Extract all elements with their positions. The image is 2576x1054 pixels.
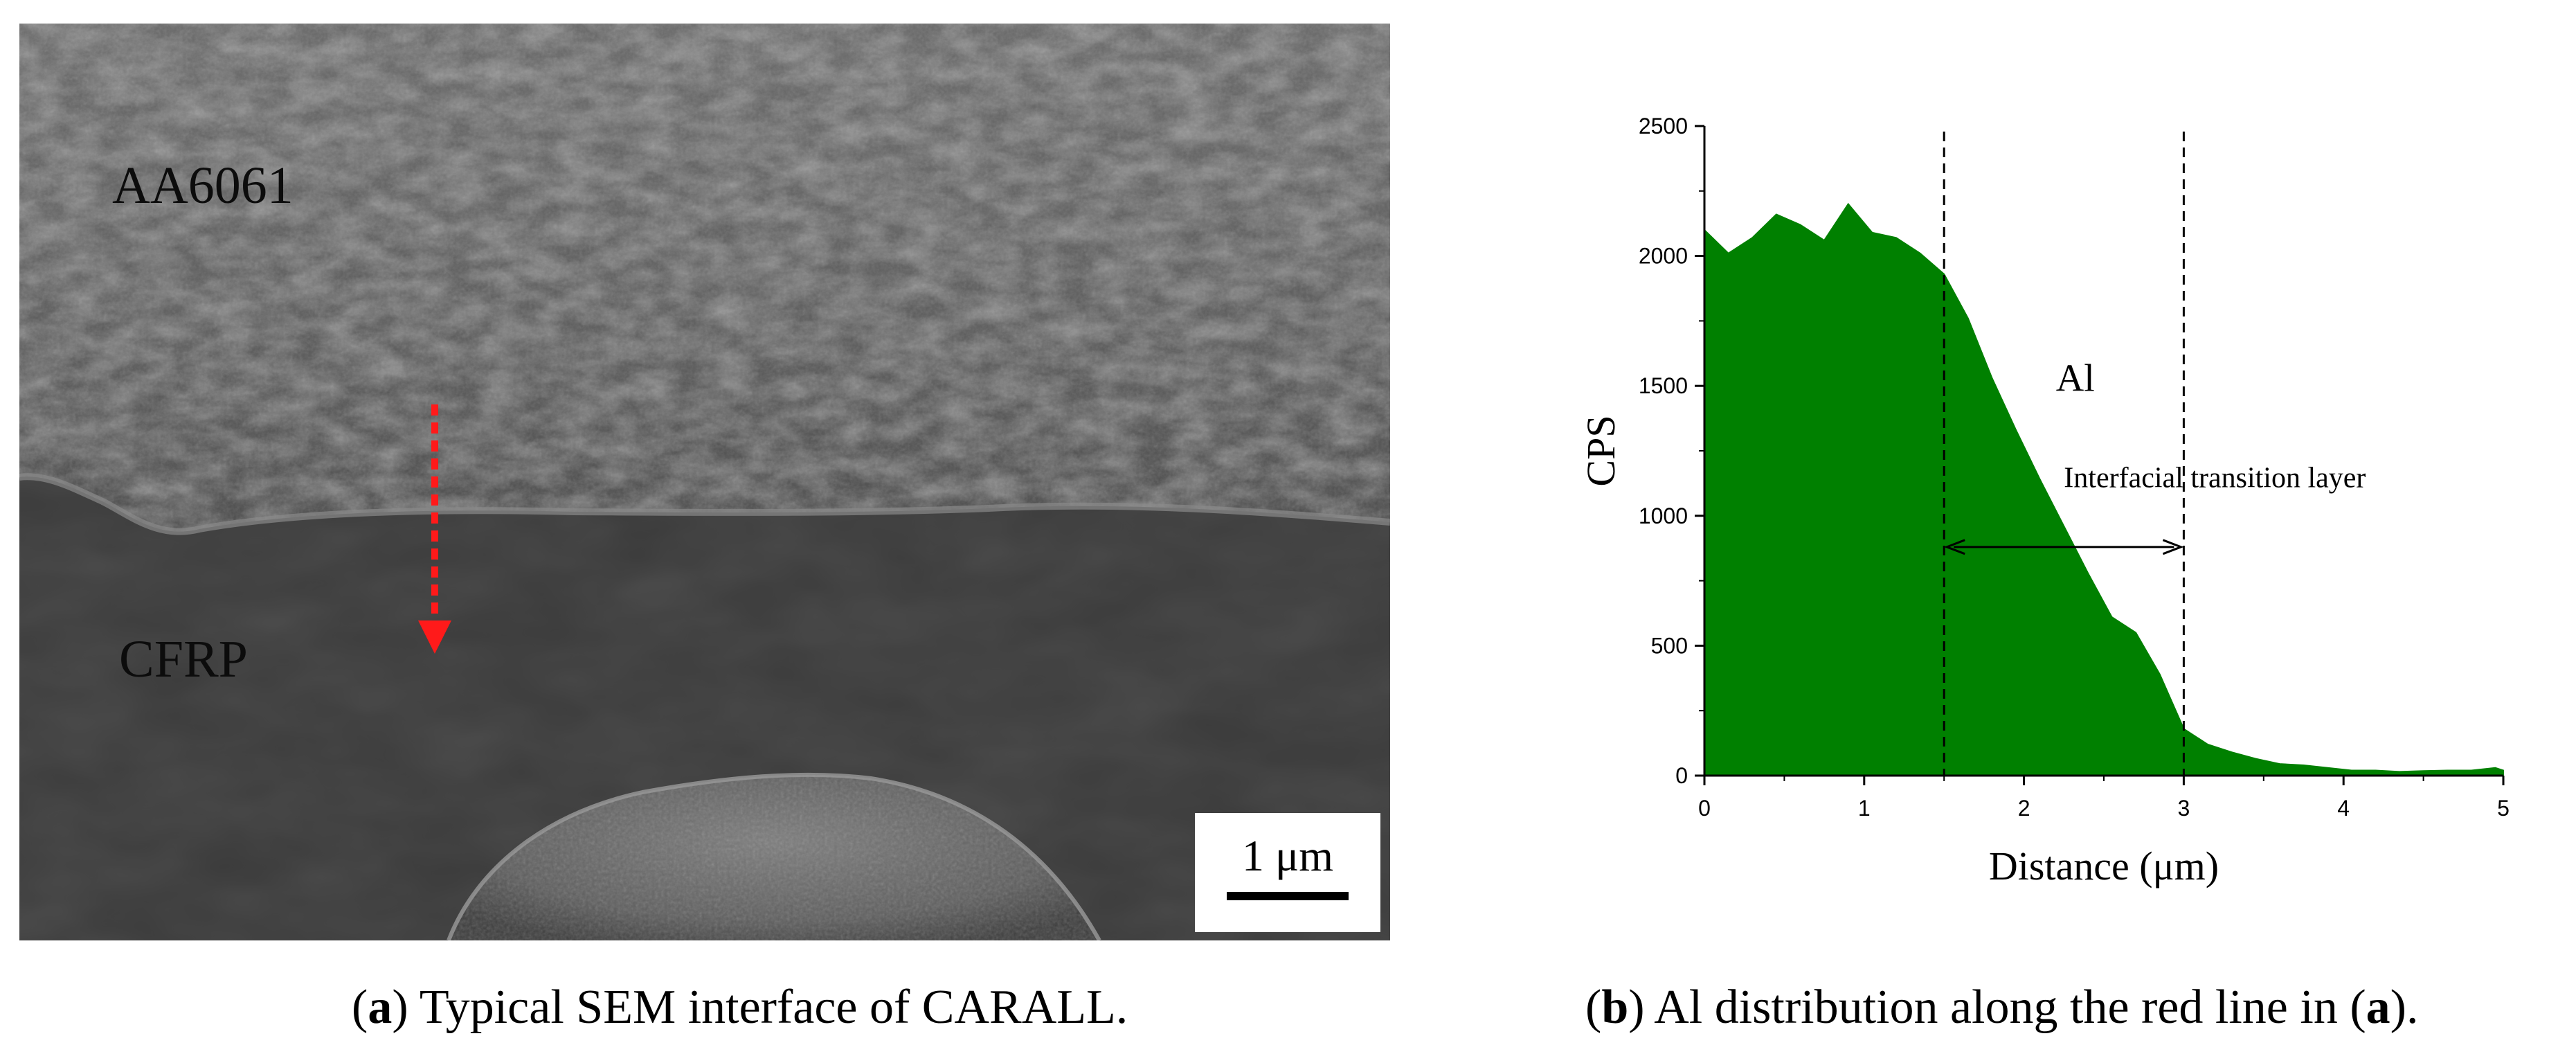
- caption-b-text: ) Al distribution along the red line in …: [1628, 981, 2366, 1034]
- red-arrow-head: [418, 620, 451, 654]
- scale-bar: [1227, 892, 1349, 900]
- series-label-al: Al: [2056, 357, 2095, 400]
- caption-a: (a) Typical SEM interface of CARALL.: [352, 983, 1128, 1032]
- caption-b-ref: a: [2366, 981, 2390, 1034]
- scale-bar-label: 1 μm: [1241, 831, 1334, 880]
- region-label: Interfacial transition layer: [2064, 463, 2366, 494]
- caption-b-suffix: ).: [2390, 981, 2419, 1034]
- al-area-series: [1704, 202, 2504, 776]
- y-tick-label: 500: [1651, 633, 1688, 658]
- label-cfrp: CFRP: [119, 630, 248, 688]
- x-axis-label: Distance (μm): [1989, 843, 2219, 888]
- caption-a-letter: a: [368, 981, 393, 1034]
- x-tick-label: 4: [2337, 796, 2350, 821]
- y-tick-label: 1500: [1639, 373, 1688, 398]
- x-tick-label: 2: [2018, 796, 2030, 821]
- sem-image: [19, 24, 1390, 940]
- scale-bar-box: 1 μm: [1195, 813, 1380, 932]
- label-aa6061: AA6061: [112, 157, 294, 215]
- caption-b: (b) Al distribution along the red line i…: [1585, 983, 2418, 1032]
- x-tick-label: 5: [2497, 796, 2510, 821]
- caption-a-text: ) Typical SEM interface of CARALL.: [392, 981, 1128, 1034]
- caption-b-letter: b: [1601, 981, 1629, 1034]
- x-tick-label: 0: [1698, 796, 1711, 821]
- sem-micrograph: AA6061 CFRP 1 μm: [19, 24, 1390, 940]
- y-tick-label: 0: [1675, 763, 1688, 788]
- caption-a-prefix: (: [352, 981, 368, 1034]
- caption-b-prefix: (: [1585, 981, 1602, 1034]
- y-axis-label: CPS: [1578, 415, 1623, 486]
- y-tick-label: 2500: [1639, 114, 1688, 139]
- al-distribution-chart: 0 500 1000 1500 2000 2500 0 1 2 3 4 5 Distance (μm) C…: [1578, 114, 2510, 888]
- x-tick-label: 1: [1858, 796, 1871, 821]
- x-tick-label: 3: [2178, 796, 2190, 821]
- y-tick-label: 2000: [1639, 244, 1688, 269]
- transition-arrow-head-right: [2162, 539, 2184, 555]
- transition-arrow-head-left: [1944, 539, 1965, 555]
- y-tick-label: 1000: [1639, 503, 1688, 528]
